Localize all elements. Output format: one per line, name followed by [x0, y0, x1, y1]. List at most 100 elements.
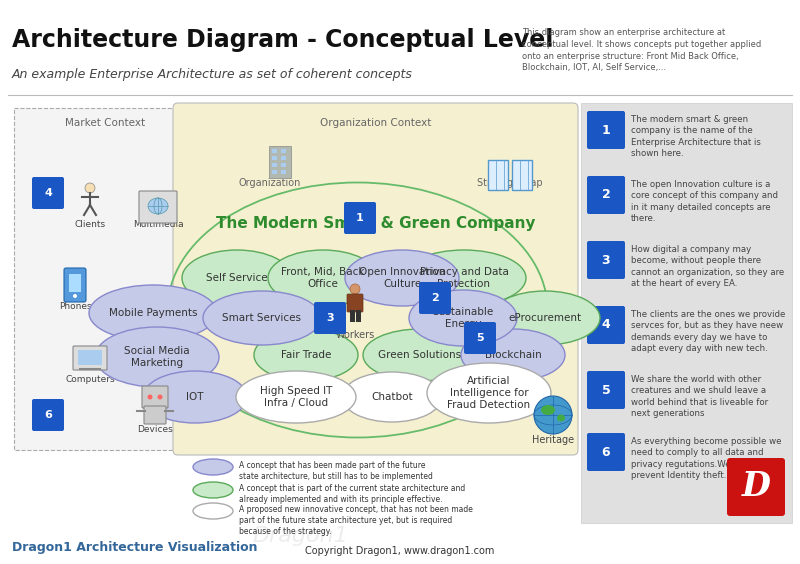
Text: A proposed new innovative concept, that has not been made
part of the future sta: A proposed new innovative concept, that … [239, 505, 473, 536]
Text: Copyright Dragon1, www.dragon1.com: Copyright Dragon1, www.dragon1.com [306, 546, 494, 556]
Text: Green Solutions: Green Solutions [378, 350, 462, 360]
Text: Social Media
Marketing: Social Media Marketing [124, 346, 190, 368]
Ellipse shape [203, 291, 321, 345]
Text: High Speed IT
Infra / Cloud: High Speed IT Infra / Cloud [260, 386, 332, 408]
Ellipse shape [236, 371, 356, 423]
Text: Smart Services: Smart Services [222, 313, 302, 323]
Ellipse shape [182, 250, 292, 306]
Text: 3: 3 [602, 253, 610, 267]
Text: Sustainable
Energy: Sustainable Energy [432, 307, 494, 329]
Ellipse shape [541, 405, 555, 415]
Text: 1: 1 [602, 124, 610, 136]
Ellipse shape [73, 294, 77, 298]
Ellipse shape [363, 329, 477, 381]
Ellipse shape [534, 396, 572, 434]
FancyBboxPatch shape [139, 191, 177, 223]
FancyBboxPatch shape [64, 268, 86, 302]
Ellipse shape [345, 250, 459, 306]
Text: Blockchain: Blockchain [485, 350, 542, 360]
Ellipse shape [402, 250, 526, 306]
Text: 4: 4 [44, 188, 52, 198]
FancyBboxPatch shape [69, 274, 81, 292]
Ellipse shape [268, 250, 378, 306]
FancyBboxPatch shape [581, 103, 792, 523]
Ellipse shape [85, 183, 95, 193]
Text: The Modern Smart & Green Company: The Modern Smart & Green Company [216, 216, 535, 231]
Ellipse shape [148, 198, 168, 214]
Text: Front, Mid, Back
Office: Front, Mid, Back Office [282, 267, 365, 289]
Ellipse shape [95, 327, 219, 387]
Ellipse shape [147, 394, 153, 399]
Ellipse shape [350, 284, 360, 294]
Text: Self Service: Self Service [206, 273, 268, 283]
Text: Dragon1: Dragon1 [252, 526, 348, 546]
FancyBboxPatch shape [587, 371, 625, 409]
FancyBboxPatch shape [344, 202, 376, 234]
Text: How digital a company may
become, without people there
cannot an organization, s: How digital a company may become, withou… [631, 245, 784, 288]
FancyBboxPatch shape [587, 241, 625, 279]
Text: Computers: Computers [65, 375, 115, 384]
FancyBboxPatch shape [512, 160, 532, 190]
Text: The modern smart & green
company is the name of the
Enterprise Architecture that: The modern smart & green company is the … [631, 115, 761, 158]
Ellipse shape [557, 415, 565, 421]
Ellipse shape [342, 372, 442, 422]
Ellipse shape [89, 285, 217, 341]
Bar [281, 163, 286, 167]
Text: 1: 1 [356, 213, 364, 223]
Text: eProcurement: eProcurement [509, 313, 582, 323]
FancyBboxPatch shape [488, 160, 508, 190]
Ellipse shape [193, 482, 233, 498]
FancyBboxPatch shape [173, 103, 578, 455]
FancyBboxPatch shape [314, 302, 346, 334]
FancyBboxPatch shape [350, 310, 355, 322]
FancyBboxPatch shape [142, 386, 168, 408]
Text: Chatbot: Chatbot [371, 392, 413, 402]
Text: Dragon1 Architecture Visualization: Dragon1 Architecture Visualization [12, 541, 258, 554]
Text: As everything become possible we
need to comply to all data and
privacy regutati: As everything become possible we need to… [631, 437, 782, 481]
FancyBboxPatch shape [587, 176, 625, 214]
Ellipse shape [461, 329, 565, 381]
Text: 6: 6 [602, 446, 610, 459]
Text: The clients are the ones we provide
servces for, but as they have neew
demands e: The clients are the ones we provide serv… [631, 310, 786, 354]
Bar [281, 170, 286, 174]
Text: Artificial
Intelligence for
Fraud Detection: Artificial Intelligence for Fraud Detect… [447, 376, 530, 409]
FancyBboxPatch shape [587, 433, 625, 471]
Text: 6: 6 [44, 410, 52, 420]
Text: Multimedia: Multimedia [133, 220, 183, 229]
Text: D: D [742, 470, 770, 504]
Text: 5: 5 [602, 384, 610, 396]
FancyBboxPatch shape [419, 282, 451, 314]
Text: 4: 4 [602, 319, 610, 332]
Text: 5: 5 [476, 333, 484, 343]
Ellipse shape [193, 503, 233, 519]
Ellipse shape [193, 459, 233, 475]
Text: Organization: Organization [239, 178, 301, 188]
Text: Strategy Map: Strategy Map [477, 178, 543, 188]
Text: We share the world with other
creatures and we shuld leave a
world behind that i: We share the world with other creatures … [631, 375, 768, 418]
Ellipse shape [427, 363, 551, 423]
Text: Architecture Diagram - Conceptual Level: Architecture Diagram - Conceptual Level [12, 28, 554, 52]
Text: An example Enterprise Architecture as set of coherent concepts: An example Enterprise Architecture as se… [12, 68, 413, 81]
Bar [269, 146, 291, 178]
Text: Mobile Payments: Mobile Payments [109, 308, 198, 318]
Bar [272, 156, 277, 160]
Bar [281, 156, 286, 160]
Ellipse shape [254, 329, 358, 381]
FancyBboxPatch shape [78, 350, 102, 365]
Text: Privacy and Data
Protection: Privacy and Data Protection [419, 267, 509, 289]
Text: IOT: IOT [186, 392, 204, 402]
FancyBboxPatch shape [32, 399, 64, 431]
Text: 2: 2 [602, 188, 610, 201]
Text: Devices: Devices [137, 425, 173, 434]
Text: Heritage: Heritage [532, 435, 574, 445]
Bar [272, 149, 277, 153]
Text: Market Context: Market Context [65, 118, 145, 128]
Text: Open Innovation
Culture: Open Innovation Culture [359, 267, 445, 289]
Ellipse shape [158, 394, 162, 399]
FancyBboxPatch shape [356, 310, 361, 322]
Ellipse shape [409, 290, 517, 346]
Text: Phones: Phones [58, 302, 91, 311]
Ellipse shape [490, 291, 600, 345]
Text: Workers: Workers [335, 330, 374, 340]
FancyBboxPatch shape [32, 177, 64, 209]
